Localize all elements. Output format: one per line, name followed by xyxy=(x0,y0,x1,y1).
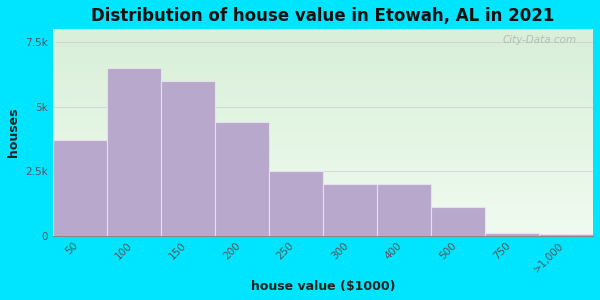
Bar xyxy=(161,81,215,236)
Bar xyxy=(323,184,377,236)
Bar xyxy=(431,207,485,236)
Bar xyxy=(53,140,107,236)
Title: Distribution of house value in Etowah, AL in 2021: Distribution of house value in Etowah, A… xyxy=(91,7,555,25)
Bar xyxy=(215,122,269,236)
Bar xyxy=(485,233,539,236)
Bar xyxy=(269,171,323,236)
Y-axis label: houses: houses xyxy=(7,108,20,157)
Text: City-Data.com: City-Data.com xyxy=(503,35,577,46)
Bar xyxy=(377,184,431,236)
Bar xyxy=(539,234,593,236)
X-axis label: house value ($1000): house value ($1000) xyxy=(251,280,395,293)
Bar xyxy=(107,68,161,236)
